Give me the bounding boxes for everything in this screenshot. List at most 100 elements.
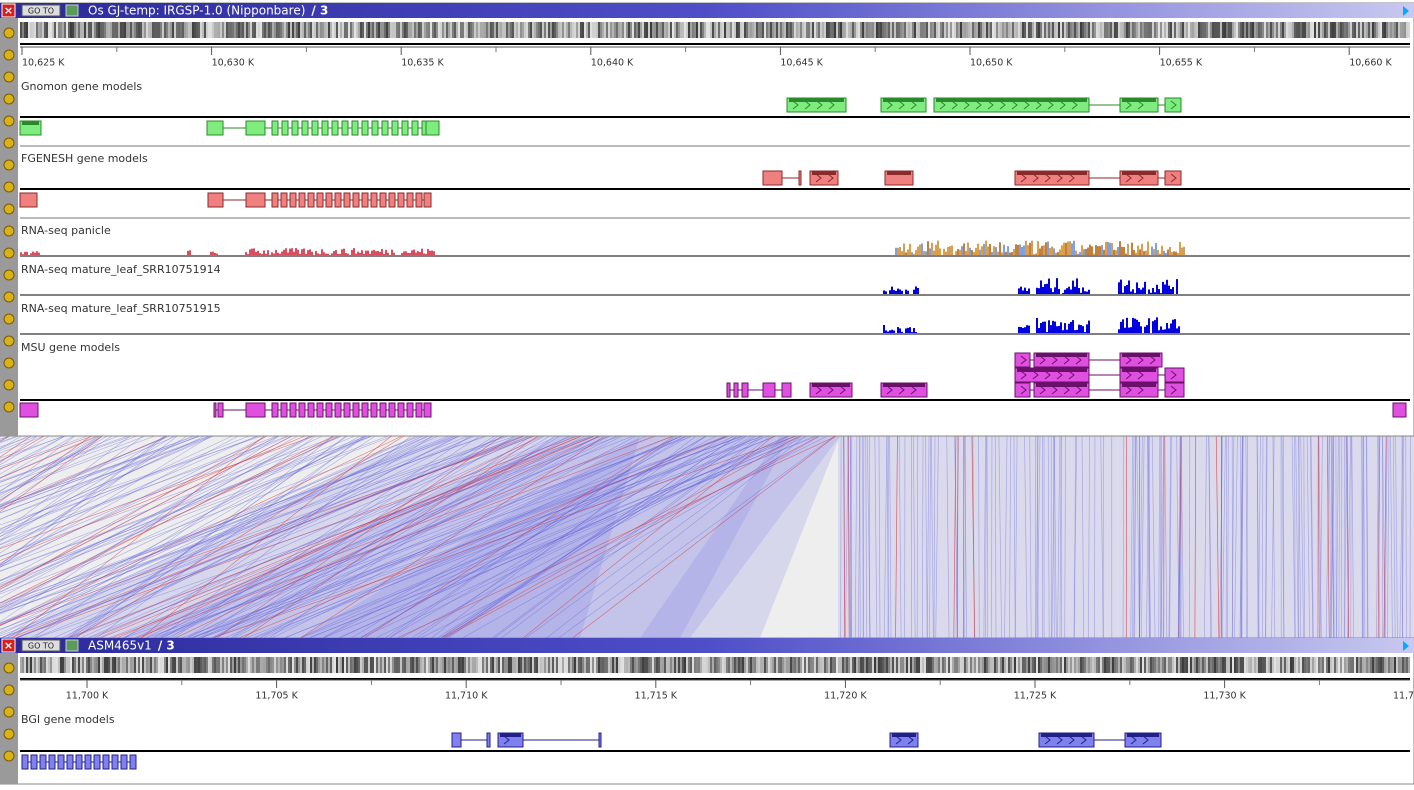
exon[interactable]: [308, 403, 314, 417]
exon[interactable]: [416, 403, 422, 417]
sidebar-button[interactable]: [4, 663, 14, 673]
exon[interactable]: [312, 121, 318, 135]
exon[interactable]: [58, 755, 64, 769]
exon[interactable]: [371, 193, 377, 207]
sidebar-button[interactable]: [4, 226, 14, 236]
exon[interactable]: [353, 193, 359, 207]
exon[interactable]: [299, 193, 305, 207]
exon[interactable]: [487, 733, 490, 747]
exon[interactable]: [342, 121, 348, 135]
exon[interactable]: [326, 193, 332, 207]
exon[interactable]: [326, 403, 332, 417]
exon[interactable]: [362, 193, 368, 207]
exon[interactable]: [599, 733, 601, 747]
sidebar-button[interactable]: [4, 248, 14, 258]
sidebar-button[interactable]: [4, 28, 14, 38]
upload-button[interactable]: [66, 640, 78, 651]
exon[interactable]: [290, 403, 296, 417]
sidebar-button[interactable]: [4, 204, 14, 214]
exon[interactable]: [344, 403, 350, 417]
exon[interactable]: [218, 403, 223, 417]
exon[interactable]: [272, 403, 278, 417]
exon[interactable]: [727, 383, 730, 397]
exon[interactable]: [246, 403, 265, 417]
exon[interactable]: [281, 403, 287, 417]
exon[interactable]: [398, 193, 404, 207]
exon[interactable]: [782, 383, 791, 397]
exon[interactable]: [308, 193, 314, 207]
sidebar-button[interactable]: [4, 270, 14, 280]
exon[interactable]: [426, 121, 439, 135]
exon[interactable]: [392, 121, 398, 135]
exon[interactable]: [208, 193, 223, 207]
sidebar-button[interactable]: [4, 751, 14, 761]
sidebar-button[interactable]: [4, 182, 14, 192]
exon[interactable]: [103, 755, 109, 769]
exon[interactable]: [362, 403, 368, 417]
sidebar-button[interactable]: [4, 729, 14, 739]
sidebar-button[interactable]: [4, 336, 14, 346]
exon[interactable]: [742, 383, 748, 397]
exon[interactable]: [380, 193, 386, 207]
exon[interactable]: [281, 193, 287, 207]
exon[interactable]: [302, 121, 308, 135]
sidebar-button[interactable]: [4, 138, 14, 148]
exon[interactable]: [407, 193, 413, 207]
exon[interactable]: [332, 121, 338, 135]
exon[interactable]: [130, 755, 136, 769]
exon[interactable]: [246, 193, 265, 207]
exon[interactable]: [335, 403, 341, 417]
exon[interactable]: [1165, 171, 1181, 185]
sidebar-button[interactable]: [4, 50, 14, 60]
sidebar-button[interactable]: [4, 685, 14, 695]
exon[interactable]: [94, 755, 100, 769]
exon[interactable]: [734, 383, 738, 397]
sidebar-button[interactable]: [4, 707, 14, 717]
exon[interactable]: [20, 193, 37, 207]
exon[interactable]: [40, 755, 46, 769]
exon[interactable]: [335, 193, 341, 207]
exon[interactable]: [380, 403, 386, 417]
exon[interactable]: [1165, 98, 1181, 112]
exon[interactable]: [67, 755, 73, 769]
exon[interactable]: [352, 121, 358, 135]
upload-button[interactable]: [66, 5, 78, 16]
exon[interactable]: [272, 193, 278, 207]
exon[interactable]: [407, 403, 413, 417]
exon[interactable]: [412, 121, 418, 135]
exon[interactable]: [424, 403, 431, 417]
exon[interactable]: [112, 755, 118, 769]
exon[interactable]: [371, 403, 377, 417]
sidebar-button[interactable]: [4, 94, 14, 104]
exon[interactable]: [1165, 383, 1184, 397]
exon[interactable]: [1165, 368, 1184, 382]
sidebar-button[interactable]: [4, 116, 14, 126]
exon[interactable]: [372, 121, 378, 135]
sidebar-button[interactable]: [4, 380, 14, 390]
exon[interactable]: [799, 171, 801, 185]
exon[interactable]: [402, 121, 408, 135]
exon[interactable]: [353, 403, 359, 417]
exon[interactable]: [424, 193, 431, 207]
exon[interactable]: [121, 755, 127, 769]
sidebar-button[interactable]: [4, 160, 14, 170]
exon[interactable]: [1015, 383, 1030, 397]
exon[interactable]: [290, 193, 296, 207]
exon[interactable]: [1393, 403, 1406, 417]
exon[interactable]: [246, 121, 265, 135]
exon[interactable]: [322, 121, 328, 135]
exon[interactable]: [207, 121, 223, 135]
exon[interactable]: [214, 403, 216, 417]
exon[interactable]: [22, 755, 28, 769]
exon[interactable]: [344, 193, 350, 207]
exon[interactable]: [398, 403, 404, 417]
sidebar-button[interactable]: [4, 72, 14, 82]
exon[interactable]: [20, 403, 38, 417]
exon[interactable]: [272, 121, 278, 135]
sidebar-button[interactable]: [4, 358, 14, 368]
exon[interactable]: [389, 193, 395, 207]
exon[interactable]: [292, 121, 298, 135]
exon[interactable]: [49, 755, 55, 769]
exon[interactable]: [76, 755, 82, 769]
exon[interactable]: [317, 193, 323, 207]
